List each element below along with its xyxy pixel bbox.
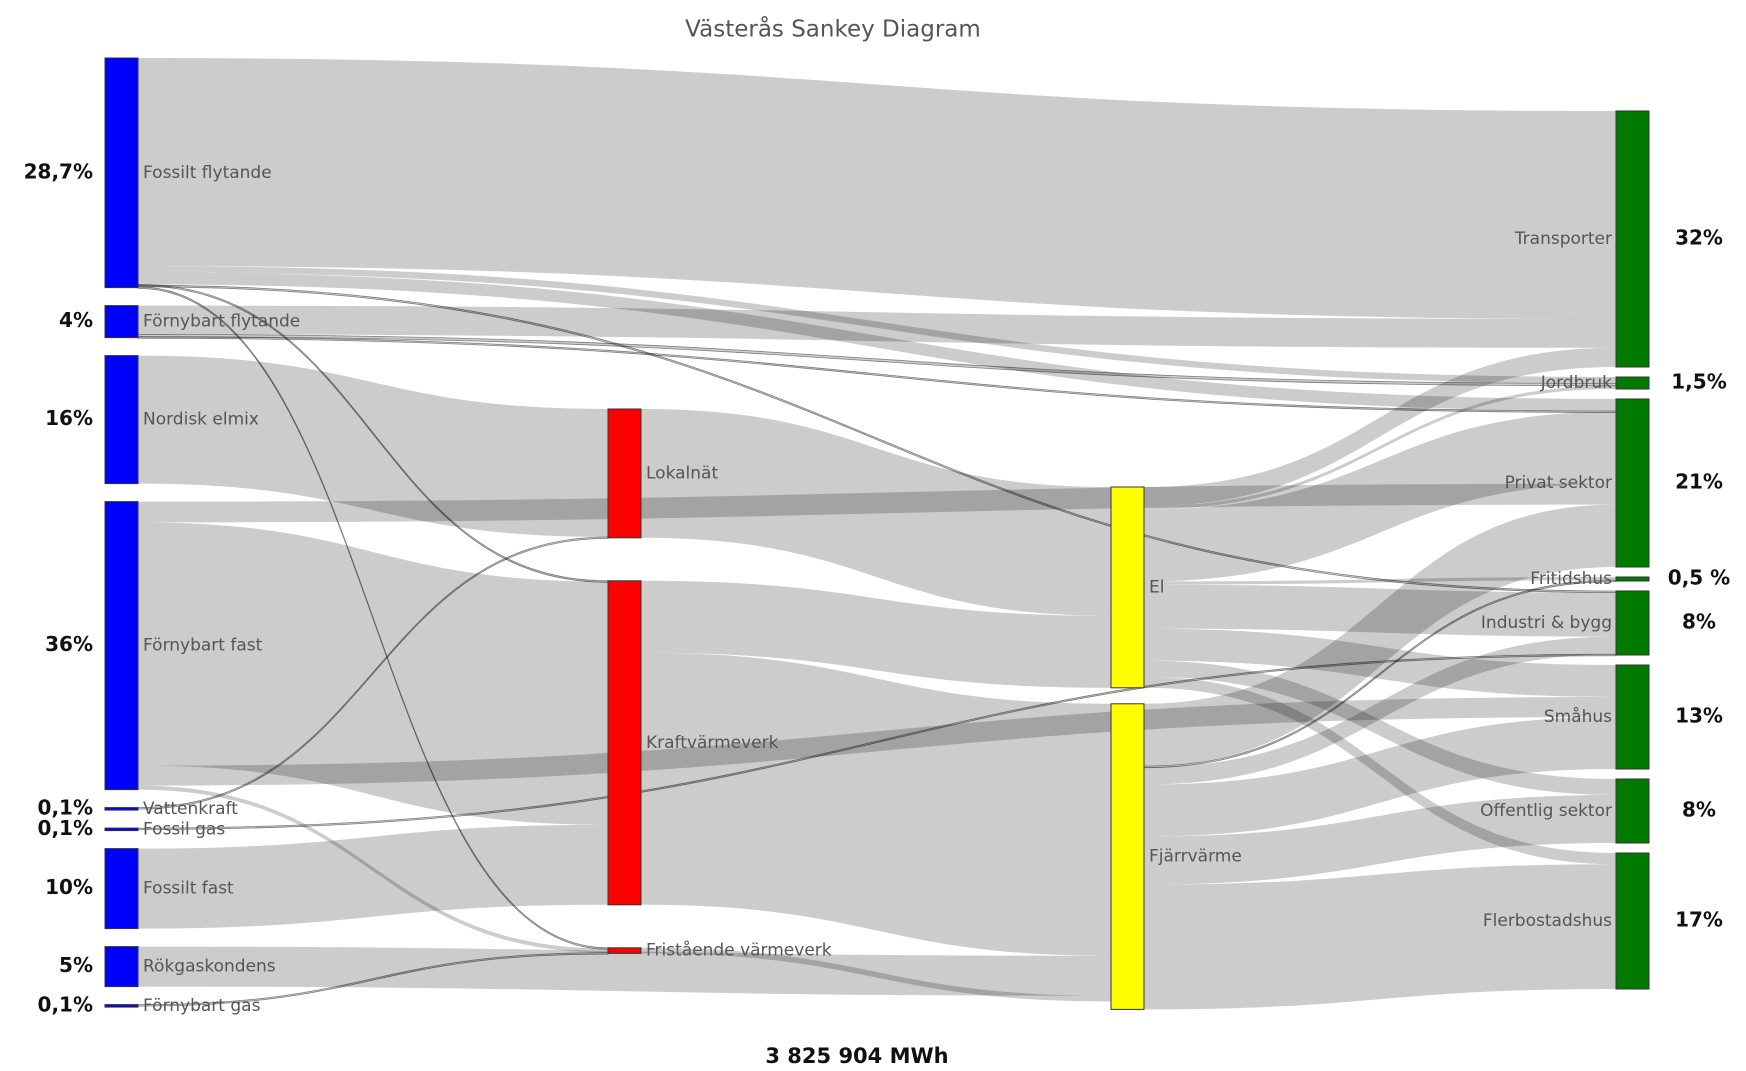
chart-title: Västerås Sankey Diagram <box>685 15 981 43</box>
value-label: 0,1% <box>38 795 93 819</box>
node-label: El <box>1149 577 1164 597</box>
link <box>137 653 1617 831</box>
node <box>1615 664 1650 770</box>
link <box>137 952 609 1007</box>
total-label: 3 825 904 MWh <box>765 1044 948 1068</box>
link <box>1144 411 1616 582</box>
link <box>138 355 608 537</box>
node-label: Förnybart flytande <box>143 312 300 332</box>
link <box>641 409 1111 616</box>
value-label: 0,1% <box>38 992 93 1016</box>
link <box>138 522 608 825</box>
link <box>1144 636 1616 785</box>
node <box>104 848 139 930</box>
value-label: 0,5 % <box>1668 566 1730 590</box>
value-label: 21% <box>1675 470 1723 494</box>
value-label: 1,5% <box>1671 370 1726 394</box>
node <box>1615 398 1650 568</box>
link <box>1144 577 1616 585</box>
node <box>607 408 642 539</box>
value-label: 0,1% <box>38 816 93 840</box>
node-label: Flerbostadshus <box>1483 911 1612 931</box>
node <box>104 305 139 339</box>
node <box>1615 778 1650 844</box>
link <box>138 266 1616 384</box>
node <box>1615 590 1650 656</box>
node <box>1615 110 1650 368</box>
node <box>607 947 642 954</box>
link <box>138 697 1616 786</box>
link <box>138 785 608 953</box>
link <box>1144 717 1616 837</box>
node-label: Småhus <box>1544 706 1612 727</box>
node-label: Fritidshus <box>1530 569 1612 589</box>
node-label: Lokalnät <box>646 463 718 483</box>
node-label: Offentlig sektor <box>1480 801 1612 821</box>
link <box>138 272 1616 411</box>
value-label: 16% <box>45 406 93 430</box>
node <box>607 580 642 906</box>
node <box>104 807 139 811</box>
link <box>1144 660 1616 795</box>
value-label: 8% <box>1682 610 1716 634</box>
node-label: Industri & bygg <box>1481 613 1612 633</box>
node-label: Fossil gas <box>143 819 225 839</box>
link <box>1144 584 1616 637</box>
value-label: 13% <box>1675 704 1723 728</box>
node <box>104 946 139 988</box>
node-label: Privat sektor <box>1505 473 1612 493</box>
value-label: 8% <box>1682 798 1716 822</box>
node-label: Rökgaskondens <box>143 957 276 977</box>
link <box>1144 628 1616 697</box>
node-label: Nordisk elmix <box>143 410 259 430</box>
link <box>1144 676 1616 865</box>
value-label: 32% <box>1675 226 1723 250</box>
node <box>1615 576 1650 582</box>
node <box>1110 703 1145 1010</box>
link <box>138 305 1616 348</box>
link <box>138 824 608 929</box>
node-label: Fossilt flytande <box>143 163 272 183</box>
node-label: Vattenkraft <box>143 799 238 819</box>
node <box>1615 376 1650 390</box>
link <box>137 536 609 810</box>
nodes: Fossilt flytande 28,7% Förnybart flytande 4… <box>24 57 1730 1016</box>
link <box>138 483 1616 523</box>
value-label: 10% <box>45 875 93 899</box>
node-label: Fristående värmeverk <box>646 940 832 961</box>
link <box>1144 504 1616 767</box>
link <box>1144 795 1616 885</box>
node-label: Förnybart gas <box>143 996 261 1016</box>
value-label: 36% <box>45 632 93 656</box>
node <box>104 827 139 832</box>
links <box>137 58 1617 1010</box>
node <box>1110 486 1145 689</box>
link <box>1144 347 1616 507</box>
link <box>138 58 1616 319</box>
link <box>138 946 1111 996</box>
link <box>641 652 1111 956</box>
node-label: Transporter <box>1514 229 1612 249</box>
node <box>1615 852 1650 990</box>
node <box>104 1004 139 1008</box>
value-label: 17% <box>1675 908 1723 932</box>
value-label: 4% <box>59 308 93 332</box>
link <box>1143 579 1617 769</box>
node-label: Kraftvärmeverk <box>646 733 779 753</box>
node-label: Förnybart fast <box>143 636 263 656</box>
value-label: 28,7% <box>24 159 93 183</box>
node-label: Fossilt fast <box>143 879 234 899</box>
node <box>104 57 139 289</box>
link <box>1144 864 1616 1010</box>
node <box>104 355 139 485</box>
node-label: Jordbruk <box>1540 373 1612 393</box>
link <box>1144 385 1616 510</box>
value-label: 5% <box>59 953 93 977</box>
link <box>641 947 1111 1002</box>
link <box>641 580 1111 688</box>
node <box>104 501 139 791</box>
node-label: Fjärrvärme <box>1149 847 1242 867</box>
